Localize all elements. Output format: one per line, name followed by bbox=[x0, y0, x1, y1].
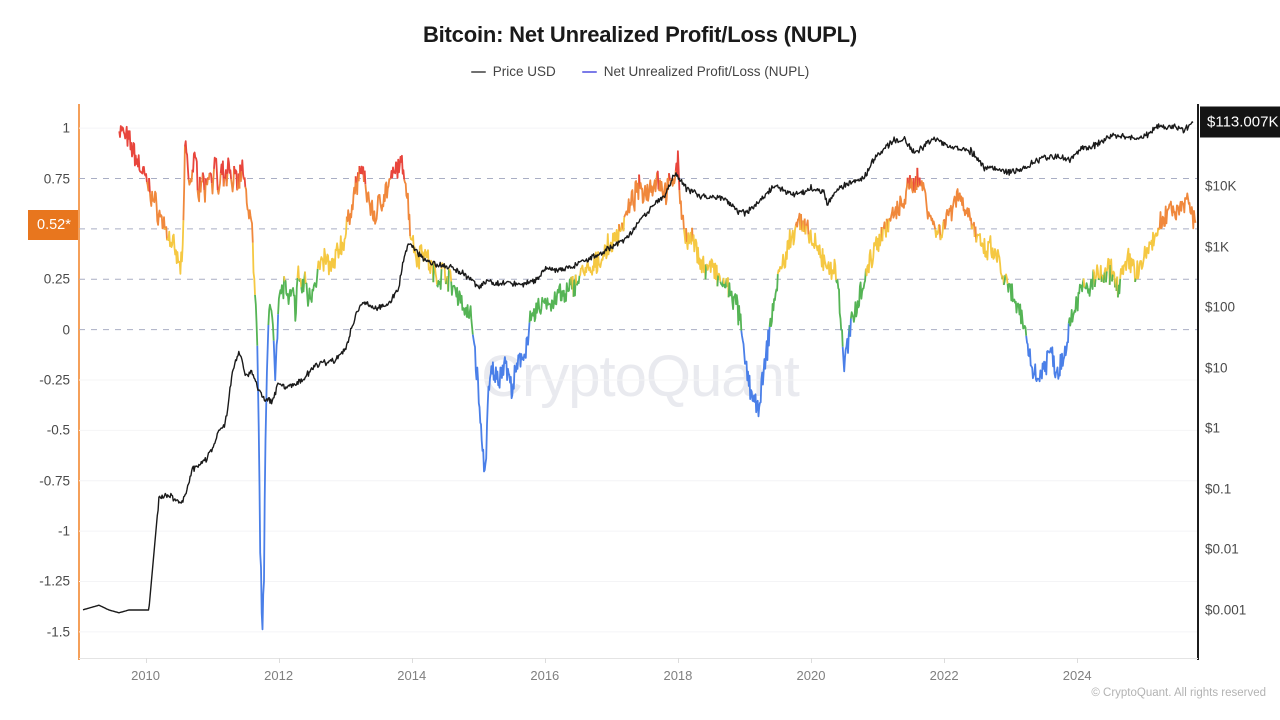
legend-dash-icon-price bbox=[470, 70, 486, 73]
x-axis-tick: 2022 bbox=[929, 668, 959, 683]
price-line bbox=[82, 121, 1194, 614]
chart-legend: Price USD Net Unrealized Profit/Loss (NU… bbox=[0, 64, 1280, 79]
y-axis-right-tick: $0.001 bbox=[1205, 602, 1247, 618]
chart-title: Bitcoin: Net Unrealized Profit/Loss (NUP… bbox=[422, 22, 858, 47]
y-axis-left-tick: 0.75 bbox=[43, 171, 70, 186]
x-axis-tick-mark bbox=[145, 658, 147, 663]
y-axis-right-tick: $0.1 bbox=[1205, 481, 1232, 497]
price-current-value-badge[interactable]: $113.007K bbox=[1200, 106, 1280, 138]
copyright-credit: © CryptoQuant. All rights reserved bbox=[1091, 687, 1266, 699]
legend-label-nupl: Net Unrealized Profit/Loss (NUPL) bbox=[603, 64, 810, 79]
x-axis-tick: 2012 bbox=[264, 668, 294, 683]
x-axis-tick-mark bbox=[811, 658, 813, 663]
x-axis-tick-mark bbox=[278, 658, 280, 663]
y-axis-right-ticks: $10K $1K $100 $10 $1 $0.1 $0.01 $0.001 bbox=[1205, 0, 1280, 720]
y-axis-right-tick: $10K bbox=[1205, 178, 1237, 194]
x-axis-tick: 2018 bbox=[663, 668, 693, 683]
x-axis-tick: 2014 bbox=[397, 668, 427, 683]
x-axis-tick: 2016 bbox=[530, 668, 560, 683]
y-axis-left-tick: -1.25 bbox=[39, 573, 70, 589]
x-axis-tick-mark bbox=[544, 658, 546, 663]
y-axis-right-tick: $0.01 bbox=[1205, 541, 1239, 557]
y-axis-left-tick: 0 bbox=[62, 322, 70, 338]
y-axis-left-tick: -1.5 bbox=[46, 624, 70, 640]
y-axis-left-ticks: 1 0.75 0.25 0 -0.25 -0.5 -0.75 -1 -1.25 -1.5 bbox=[0, 0, 70, 720]
y-axis-right-tick: $1K bbox=[1205, 239, 1230, 255]
legend-item-price-usd[interactable]: Price USD bbox=[470, 64, 556, 79]
legend-label-price-usd: Price USD bbox=[492, 64, 556, 79]
x-axis-tick-mark bbox=[677, 658, 679, 663]
y-axis-left-tick: -0.25 bbox=[39, 372, 70, 388]
x-axis-tick-mark bbox=[411, 658, 413, 663]
x-axis-tick-mark bbox=[1077, 658, 1079, 663]
y-axis-left-tick: -0.75 bbox=[39, 473, 70, 489]
y-axis-left-tick: -1 bbox=[57, 523, 70, 539]
x-axis-tick: 2010 bbox=[131, 668, 161, 683]
x-axis-tick-mark bbox=[944, 658, 946, 663]
x-axis-tick: 2020 bbox=[796, 668, 826, 683]
y-axis-left-tick: 1 bbox=[62, 120, 70, 136]
x-axis-line bbox=[79, 658, 1198, 659]
y-axis-left-line bbox=[78, 104, 80, 660]
legend-item-nupl[interactable]: Net Unrealized Profit/Loss (NUPL) bbox=[581, 64, 810, 79]
y-axis-right-tick: $1 bbox=[1205, 420, 1221, 436]
y-axis-right-tick: $100 bbox=[1205, 299, 1236, 315]
y-axis-right-tick: $10 bbox=[1205, 360, 1228, 376]
x-axis-tick: 2024 bbox=[1062, 668, 1092, 683]
nupl-current-value-badge[interactable]: 0.52* bbox=[28, 209, 78, 240]
plot-area[interactable] bbox=[79, 108, 1197, 656]
legend-dash-icon-nupl bbox=[581, 70, 597, 73]
y-axis-right-line bbox=[1197, 104, 1199, 660]
plot-svg bbox=[79, 121, 1197, 633]
y-axis-left-tick: 0.25 bbox=[43, 271, 70, 287]
nupl-line bbox=[118, 125, 1197, 631]
y-axis-left-tick: -0.5 bbox=[46, 422, 70, 438]
